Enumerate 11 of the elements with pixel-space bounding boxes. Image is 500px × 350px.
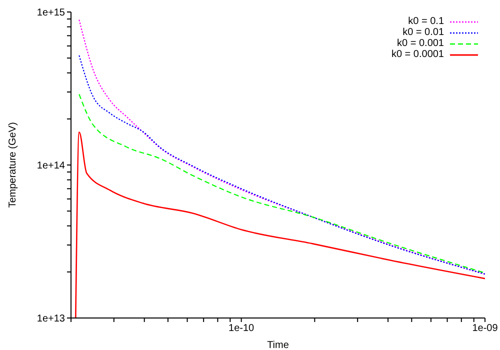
legend-label: k0 = 0.01 [402,27,444,38]
legend-label: k0 = 0.1 [408,16,444,27]
x-axis-title: Time [267,340,290,350]
x-tick-label: 1e-09 [472,323,498,334]
y-tick-label: 1e+15 [36,8,66,19]
legend-label: k0 = 0.001 [397,38,444,49]
x-tick-label: 1e-10 [228,323,255,334]
y-axis-title: Temperature (GeV) [8,122,19,208]
legend-label: k0 = 0.0001 [391,49,444,60]
y-tick-label: 1e+13 [36,314,66,325]
y-tick-label: 1e+14 [36,160,66,172]
